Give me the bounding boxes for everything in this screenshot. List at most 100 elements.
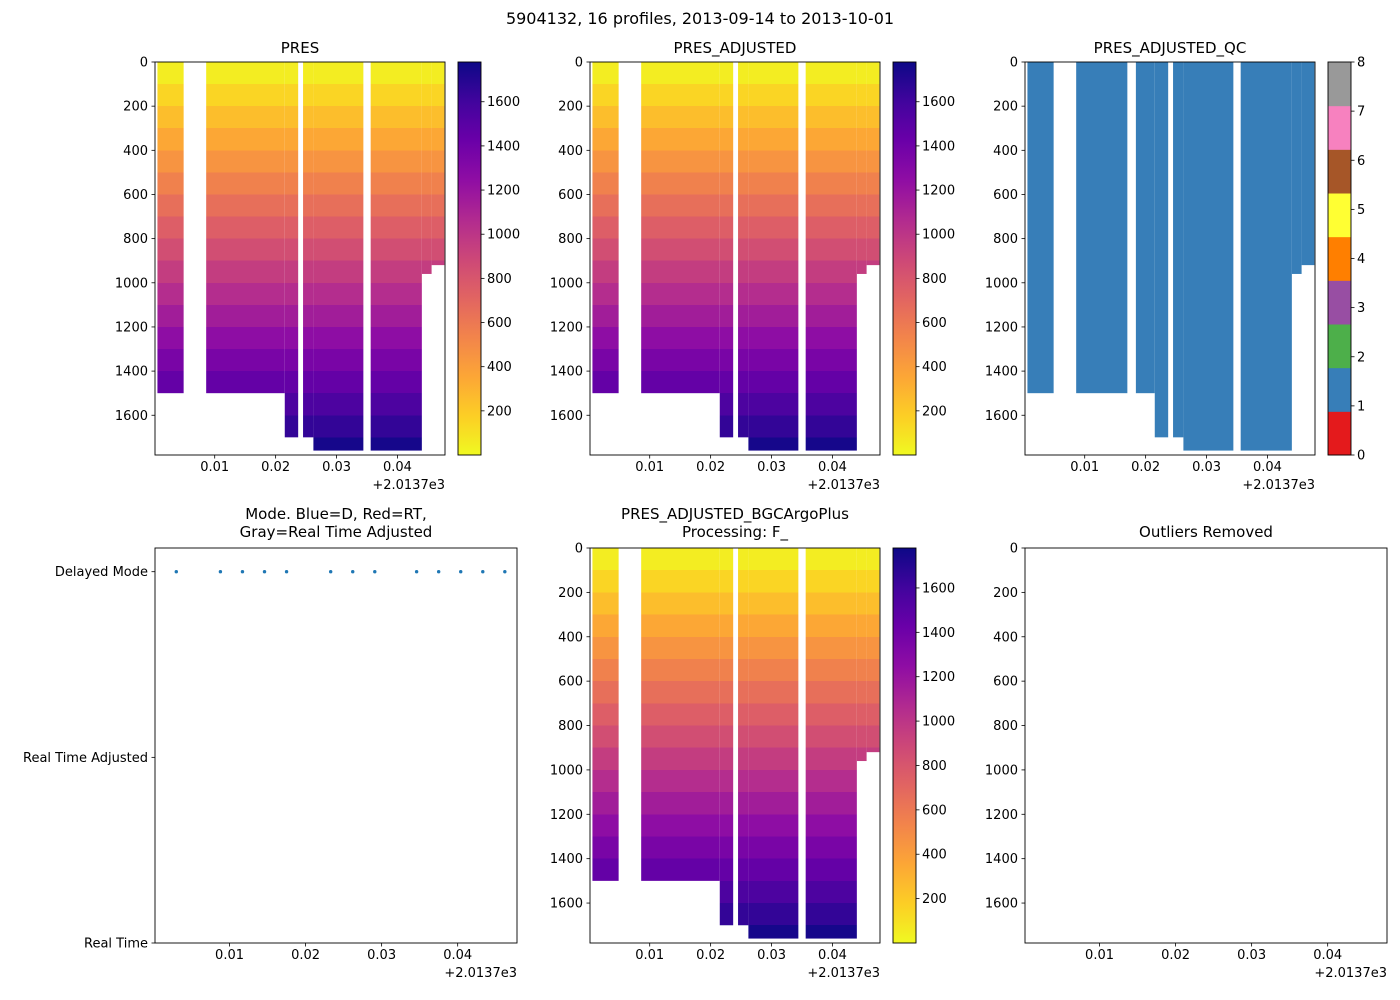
colorbar-tick-label: 200 bbox=[922, 892, 947, 907]
colorbar-tick-label: 1400 bbox=[922, 139, 955, 154]
colorbar-tick-label: 600 bbox=[922, 803, 947, 818]
category-label: Real Time bbox=[84, 937, 148, 952]
y-tick-label: 200 bbox=[558, 586, 583, 601]
pres_adjusted_qc-profile-column bbox=[1183, 62, 1234, 451]
colorbar-tick-label: 1400 bbox=[487, 139, 520, 154]
x-tick-label: 0.03 bbox=[367, 948, 396, 963]
profile-marker bbox=[218, 570, 223, 574]
x-tick-label: 0.02 bbox=[1131, 460, 1160, 475]
pres_adjusted_bgc-profile-column bbox=[748, 548, 799, 939]
profile-marker bbox=[174, 570, 178, 574]
pres_adjusted_bgc-profile-column bbox=[738, 548, 749, 926]
x-tick-label: 0.02 bbox=[1161, 948, 1190, 963]
y-tick-label: 1400 bbox=[115, 365, 148, 380]
title-mode-line2: Gray=Real Time Adjusted bbox=[239, 523, 433, 541]
qc-colorbar-tick-label: 8 bbox=[1357, 56, 1365, 71]
qc-colorbar-tick-label: 0 bbox=[1357, 449, 1365, 464]
colorbar-tick-label: 200 bbox=[487, 404, 512, 419]
pres_adjusted_qc-profile-column bbox=[1027, 62, 1054, 394]
y-tick-label: 600 bbox=[123, 188, 148, 203]
y-tick-label: 1600 bbox=[550, 409, 583, 424]
y-tick-label: 400 bbox=[558, 630, 583, 645]
axes-frame bbox=[589, 61, 881, 456]
pres_adjusted_qc-profile-column bbox=[1301, 62, 1315, 266]
x-offset-label: +2.0137e3 bbox=[444, 966, 517, 981]
x-tick-label: 0.03 bbox=[322, 460, 351, 475]
pres_adjusted-profile-column bbox=[805, 62, 857, 451]
profile-marker bbox=[503, 570, 507, 574]
y-tick-label: 600 bbox=[558, 188, 583, 203]
profile-marker bbox=[284, 570, 289, 574]
profile-marker bbox=[328, 570, 333, 574]
colorbar-tick-label: 1400 bbox=[922, 626, 955, 641]
x-offset-label: +2.0137e3 bbox=[1314, 966, 1387, 981]
y-tick-label: 1200 bbox=[115, 320, 148, 335]
pres-profile-column bbox=[303, 62, 314, 438]
title-mode-line1: Mode. Blue=D, Red=RT, bbox=[245, 505, 427, 523]
x-tick-label: 0.02 bbox=[291, 948, 320, 963]
y-tick-label: 800 bbox=[993, 719, 1018, 734]
axes-frame bbox=[1024, 547, 1388, 944]
panel-pres_adjusted_qc: 0 200 400 600 800 1000 1200 1400 1600 0.01 0.02 0.0… bbox=[985, 56, 1365, 494]
x-tick-label: 0.04 bbox=[383, 460, 412, 475]
pres_adjusted-profile-column bbox=[641, 62, 720, 394]
profile-marker bbox=[373, 570, 377, 574]
pres-profile-column bbox=[206, 62, 285, 394]
pres_adjusted-profile-column bbox=[738, 62, 749, 438]
pres_adjusted_qc-profile-column bbox=[1173, 62, 1184, 438]
pres_adjusted_bgc-profile-column bbox=[641, 548, 720, 881]
panel-pres_adjusted_bgc: 0 200 400 600 800 1000 1200 1400 1600 0.01 0.02 0.0… bbox=[550, 542, 955, 982]
qc-colorbar-segment bbox=[1328, 411, 1351, 456]
colorbar-tick-label: 400 bbox=[922, 360, 947, 375]
profile-marker bbox=[351, 570, 355, 574]
panel-mode: Delayed Mode Real Time Adjusted Real Time 0… bbox=[23, 547, 518, 981]
x-tick-label: 0.03 bbox=[757, 460, 786, 475]
pres_adjusted_qc-profile-column bbox=[1154, 62, 1169, 438]
y-tick-label: 1200 bbox=[985, 320, 1018, 335]
x-tick-label: 0.01 bbox=[200, 460, 229, 475]
qc-colorbar-tick-label: 5 bbox=[1357, 203, 1365, 218]
colorbar-tick-label: 600 bbox=[922, 316, 947, 331]
qc-colorbar-tick-label: 6 bbox=[1357, 154, 1365, 169]
pres-profile-column bbox=[157, 62, 184, 394]
axes-frame bbox=[589, 547, 881, 944]
qc-colorbar-segment bbox=[1328, 324, 1351, 369]
qc-colorbar-tick-label: 4 bbox=[1357, 252, 1365, 267]
profile-marker bbox=[240, 570, 245, 574]
pres_adjusted_qc-profile-column bbox=[1076, 62, 1128, 394]
pres_adjusted_bgc-profile-column bbox=[719, 548, 734, 926]
y-tick-label: 1600 bbox=[550, 897, 583, 912]
x-tick-label: 0.01 bbox=[215, 948, 244, 963]
axes-frame bbox=[154, 61, 446, 456]
pres-profile-column bbox=[313, 62, 364, 451]
pres_adjusted_bgc-profile-column bbox=[866, 548, 880, 753]
colorbar-tick-label: 200 bbox=[922, 404, 947, 419]
pres-profile-column bbox=[370, 62, 422, 451]
figure-title: 5904132, 16 profiles, 2013-09-14 to 2013… bbox=[505, 9, 895, 28]
y-tick-label: 1400 bbox=[985, 365, 1018, 380]
panel-outliers: 0 200 400 600 800 1000 1200 1400 1600 0.01 0.02 0.0… bbox=[985, 542, 1388, 981]
y-tick-label: 0 bbox=[1010, 56, 1018, 71]
colorbar-tick-label: 400 bbox=[487, 360, 512, 375]
x-tick-label: 0.03 bbox=[757, 948, 786, 963]
colorbar-tick-label: 400 bbox=[922, 848, 947, 863]
y-tick-label: 800 bbox=[123, 232, 148, 247]
colorbar-tick-label: 1200 bbox=[922, 184, 955, 199]
x-tick-label: 0.04 bbox=[443, 948, 472, 963]
title-pres-adjusted: PRES_ADJUSTED bbox=[673, 39, 797, 57]
qc-colorbar-segment bbox=[1328, 149, 1351, 194]
pres_adjusted-profile-column bbox=[856, 62, 867, 274]
y-tick-label: 1000 bbox=[550, 763, 583, 778]
pres_adjusted-profile-column bbox=[748, 62, 799, 451]
y-tick-label: 1000 bbox=[985, 763, 1018, 778]
pres-profile-column bbox=[284, 62, 299, 438]
x-offset-label: +2.0137e3 bbox=[372, 478, 445, 493]
y-tick-label: 1600 bbox=[985, 897, 1018, 912]
x-tick-label: 0.04 bbox=[1313, 948, 1342, 963]
y-tick-label: 1000 bbox=[985, 276, 1018, 291]
pres_adjusted_bgc-profile-column bbox=[805, 548, 857, 939]
x-tick-label: 0.03 bbox=[1237, 948, 1266, 963]
y-tick-label: 200 bbox=[558, 100, 583, 115]
y-tick-label: 1600 bbox=[115, 409, 148, 424]
y-tick-label: 0 bbox=[140, 56, 148, 71]
